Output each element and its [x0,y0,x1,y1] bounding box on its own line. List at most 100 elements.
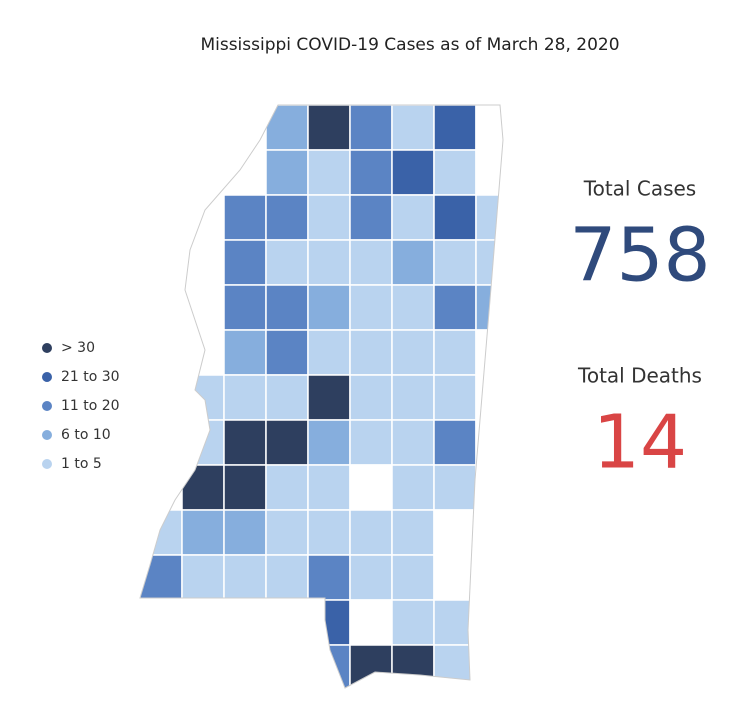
county [391,644,435,688]
county [391,239,435,286]
county [181,644,225,688]
county [265,284,309,331]
county [307,239,351,286]
county [181,105,225,151]
county [140,105,183,151]
county [223,554,267,601]
county [140,329,183,376]
county [307,554,351,601]
county [265,239,309,286]
county [433,374,477,421]
county [349,149,393,196]
county [223,105,267,151]
county [265,464,309,511]
county [265,554,309,601]
county [475,599,503,646]
county [349,329,393,376]
county [475,419,503,466]
state-outline [139,104,504,689]
county [391,509,435,556]
map-title: Mississippi COVID-19 Cases as of March 2… [200,35,619,55]
county [391,194,435,241]
county [140,239,183,286]
stat-label: Total Deaths [577,364,702,388]
county [265,105,309,151]
county [475,509,503,556]
county [307,194,351,241]
county [181,149,225,196]
county [223,374,267,421]
county [433,149,477,196]
county [433,284,477,331]
county [349,554,393,601]
county [181,554,225,601]
legend-label: > 30 [61,340,95,356]
county [307,149,351,196]
county [475,329,503,376]
county [181,194,225,241]
county [433,599,477,646]
county [181,599,225,646]
stats: Total Cases 758 Total Deaths 14 [569,177,710,486]
legend-swatch [42,430,52,440]
county [475,554,503,601]
county [223,329,267,376]
county [391,554,435,601]
county [307,284,351,331]
county [140,464,183,511]
county [349,374,393,421]
county [140,509,183,556]
county [349,509,393,556]
county [140,374,183,421]
county [475,644,503,688]
county [349,599,393,646]
county [307,644,351,688]
county [307,105,351,151]
county [349,284,393,331]
county [475,464,503,511]
legend-swatch [42,343,52,353]
county [265,509,309,556]
legend-label: 1 to 5 [61,456,102,472]
county [349,419,393,466]
county [475,239,503,286]
county [223,284,267,331]
county [223,464,267,511]
county [307,419,351,466]
legend: > 30 21 to 30 11 to 20 6 to 10 1 to 5 [42,340,120,472]
county [391,374,435,421]
county [140,599,183,646]
county [391,149,435,196]
county [391,599,435,646]
county [265,194,309,241]
county [391,105,435,151]
county [140,149,183,196]
county [223,599,267,646]
county [433,464,477,511]
county [181,509,225,556]
county [307,509,351,556]
county [181,284,225,331]
county [223,419,267,466]
county [265,329,309,376]
state-map [140,105,503,688]
legend-swatch [42,401,52,411]
county [223,194,267,241]
county [181,329,225,376]
stat-value: 758 [569,213,710,299]
county [223,644,267,688]
county [307,599,351,646]
county [391,464,435,511]
county [181,419,225,466]
county [433,194,477,241]
county [349,644,393,688]
county [475,284,503,331]
county [391,419,435,466]
county [265,374,309,421]
county [140,284,183,331]
county [140,194,183,241]
legend-label: 6 to 10 [61,427,111,443]
county [223,239,267,286]
county [433,509,477,556]
